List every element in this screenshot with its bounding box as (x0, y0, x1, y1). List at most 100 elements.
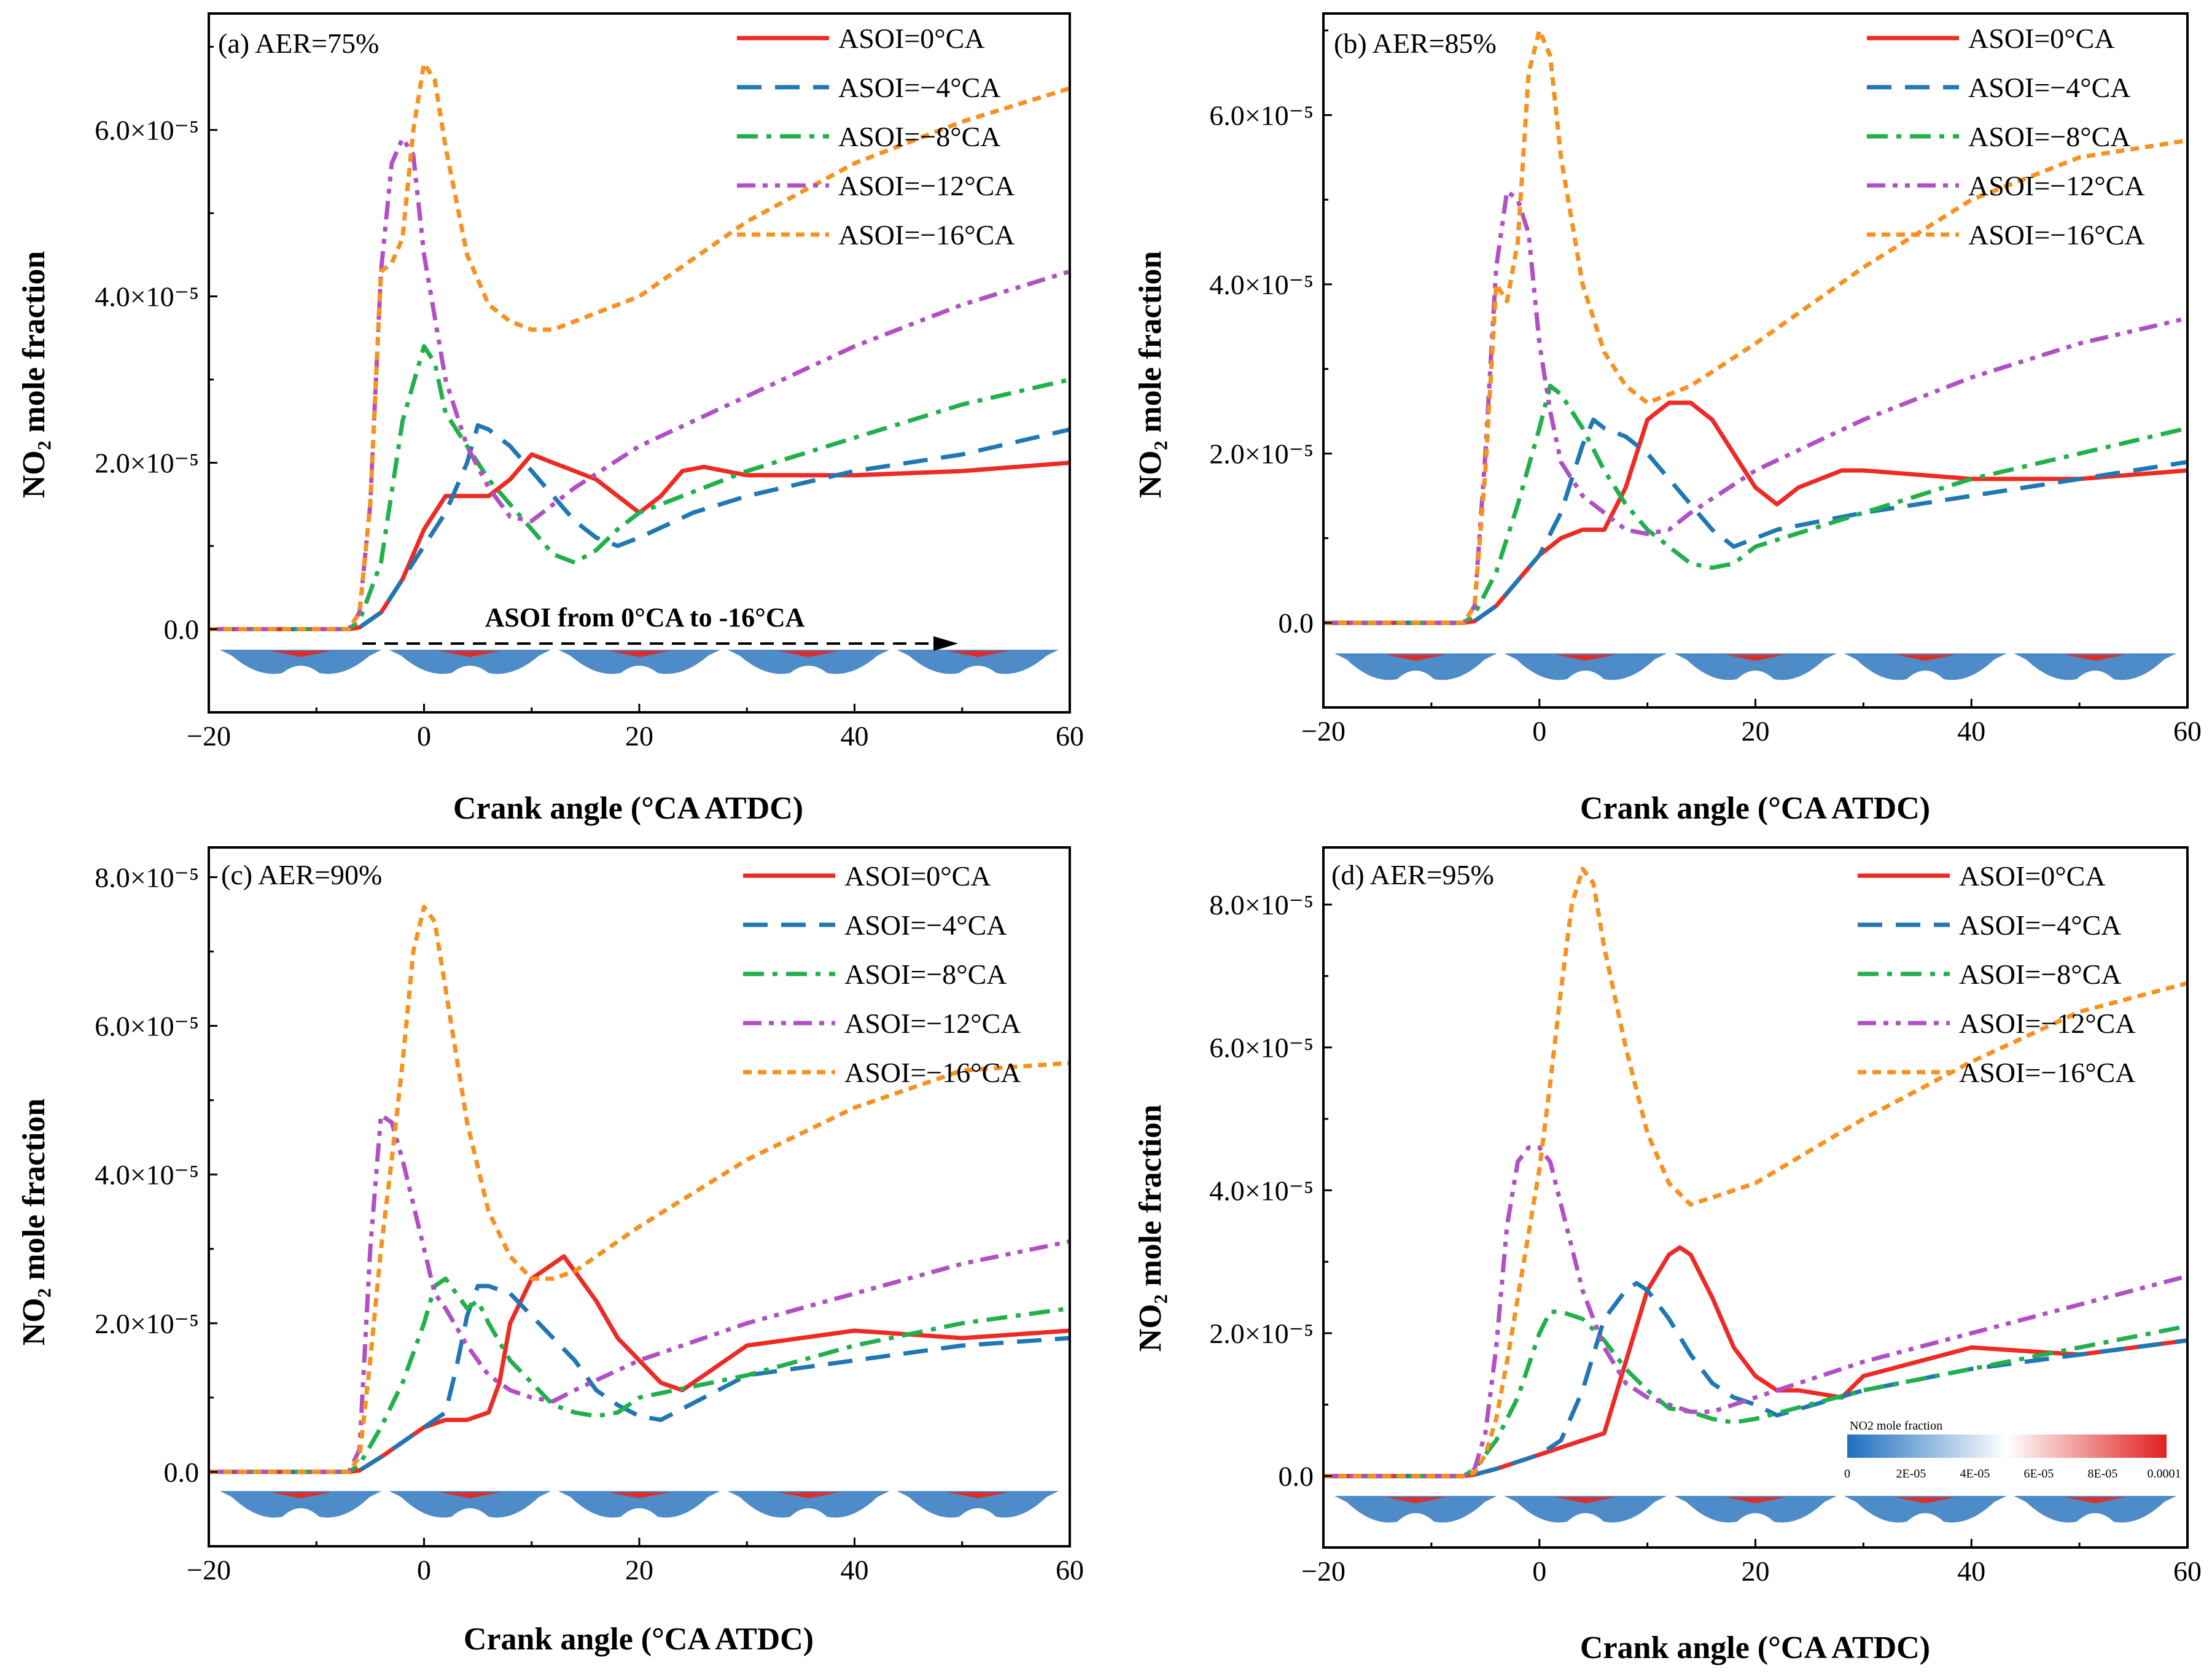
colorbar-tick-0: 0 (1844, 1467, 1850, 1481)
cfd-thumbnail-b-0 (1334, 653, 1497, 680)
colorbar-tick-1: 2E-05 (1896, 1467, 1926, 1481)
ytick-label-c-4: 8.0×10⁻⁵ (95, 862, 199, 893)
cfd-thumbnail-a-2 (558, 650, 720, 674)
panel-a-label: (a) AER=75% (218, 28, 379, 59)
xtick-label-b-2: 20 (1742, 715, 1770, 747)
asoi-annotation-text: ASOI from 0°CA to -16°CA (485, 602, 805, 633)
ytick-label-c-0: 0.0 (164, 1457, 200, 1488)
legend-label-d-1: ASOI=−4°CA (1959, 909, 2122, 941)
panel-a-plot: −20 0 20 40 60 0.0 2.0×10⁻⁵ 4.0×10⁻⁵ 6.0×10⁻⁵ (95, 12, 1084, 752)
cfd-hotspot-b-2 (1724, 655, 1786, 661)
xtick-label-c-2: 20 (625, 1554, 653, 1586)
legend-label-c-1: ASOI=−4°CA (844, 909, 1007, 941)
cfd-thumbnail-c-1 (389, 1491, 551, 1518)
cfd-hotspot-b-0 (1385, 655, 1447, 661)
panel-d-plot: −20 0 20 40 60 0.0 2.0×10⁻⁵ 4.0×10⁻⁵ 6.0×10⁻⁵ 8.0… (1209, 846, 2202, 1587)
series-line-b-4 (1323, 28, 2187, 625)
xtick-label-d-2: 20 (1742, 1555, 1770, 1587)
series-line-b-0 (1323, 400, 2187, 625)
xtick-label-b-4: 60 (2173, 715, 2202, 747)
panel-a-legend: ASOI=0°CA ASOI=−4°CA ASOI=−8°CA ASOI=−12… (737, 23, 1015, 251)
cfd-hotspot-d-0 (1385, 1497, 1447, 1503)
series-line-a-3 (209, 136, 1070, 631)
series-line-c-1 (209, 1283, 1070, 1474)
panel-d: −20 0 20 40 60 0.0 2.0×10⁻⁵ 4.0×10⁻⁵ 6.0×10⁻⁵ 8.0… (1133, 846, 2202, 1665)
cfd-thumbnail-a-4 (897, 650, 1059, 674)
cfd-hotspot-c-4 (947, 1492, 1009, 1498)
legend-label-d-0: ASOI=0°CA (1959, 860, 2106, 892)
series-line-a-4 (209, 61, 1070, 631)
panel-a: −20 0 20 40 60 0.0 2.0×10⁻⁵ 4.0×10⁻⁵ 6.0×10⁻⁵ AS… (17, 12, 1084, 826)
xtick-label-a-0: −20 (187, 720, 231, 752)
panel-b-xlabel: Crank angle (°CA ATDC) (1580, 791, 1930, 826)
cfd-thumbnail-a-3 (727, 650, 890, 674)
cfd-hotspot-c-2 (609, 1492, 670, 1498)
ytick-label-b-2: 4.0×10⁻⁵ (1209, 269, 1314, 300)
series-line-d-4 (1323, 866, 2187, 1479)
panel-d-series (1323, 866, 2187, 1479)
ytick-label-c-3: 6.0×10⁻⁵ (95, 1011, 199, 1042)
legend-label-b-1: ASOI=−4°CA (1968, 72, 2131, 103)
cfd-thumbnail-d-4 (2014, 1496, 2176, 1523)
panel-a-cfd-strip (220, 650, 1059, 674)
panel-c-plot: −20 0 20 40 60 0.0 2.0×10⁻⁵ 4.0×10⁻⁵ 6.0×10⁻⁵ 8.0… (95, 846, 1084, 1586)
xtick-label-b-0: −20 (1301, 715, 1346, 747)
xtick-label-b-3: 40 (1957, 715, 1985, 747)
xtick-label-d-3: 40 (1957, 1555, 1985, 1587)
cfd-thumbnail-b-1 (1504, 653, 1667, 680)
cfd-thumbnail-b-2 (1674, 653, 1837, 680)
xtick-label-d-4: 60 (2173, 1555, 2202, 1587)
panel-b-series (1323, 28, 2187, 625)
cfd-hotspot-a-4 (947, 651, 1009, 657)
ytick-label-a-1: 2.0×10⁻⁵ (95, 448, 199, 479)
xtick-label-a-3: 40 (841, 720, 869, 752)
ytick-label-b-0: 0.0 (1279, 607, 1314, 639)
ytick-label-d-4: 8.0×10⁻⁵ (1209, 889, 1314, 921)
cfd-hotspot-d-2 (1724, 1497, 1786, 1503)
series-line-d-1 (1323, 1281, 2187, 1479)
cfd-thumbnail-c-3 (727, 1491, 890, 1518)
panel-a-series (209, 61, 1070, 631)
legend-label-b-0: ASOI=0°CA (1968, 23, 2115, 54)
legend-label-b-3: ASOI=−12°CA (1968, 170, 2145, 201)
ytick-label-c-2: 4.0×10⁻⁵ (95, 1159, 199, 1191)
legend-label-a-0: ASOI=0°CA (838, 23, 985, 54)
panel-d-label: (d) AER=95% (1331, 859, 1494, 890)
panel-c-ylabel: NO₂ mole fraction (17, 1099, 52, 1346)
legend-label-d-4: ASOI=−16°CA (1959, 1057, 2136, 1088)
xtick-label-c-0: −20 (187, 1554, 231, 1586)
cfd-thumbnail-b-3 (1844, 653, 2007, 680)
cfd-thumbnail-b-4 (2014, 653, 2176, 680)
panel-b-ylabel: NO₂ mole fraction (1133, 251, 1168, 499)
asoi-annotation-arrowhead (933, 636, 958, 651)
series-line-b-1 (1323, 418, 2187, 625)
panel-c-label: (c) AER=90% (221, 859, 382, 890)
colorbar-tick-4: 8E-05 (2088, 1467, 2118, 1481)
cfd-thumbnail-a-1 (389, 650, 551, 674)
panel-b-plot: −20 0 20 40 60 0.0 2.0×10⁻⁵ 4.0×10⁻⁵ 6.0×10⁻⁵ (1209, 12, 2202, 747)
legend-label-a-1: ASOI=−4°CA (838, 72, 1001, 103)
colorbar: NO2 mole fraction 0 2E-05 4E-05 6E-05 8E… (1844, 1419, 2181, 1481)
colorbar-gradient (1847, 1435, 2167, 1458)
ytick-label-a-0: 0.0 (164, 614, 200, 645)
panel-d-legend: ASOI=0°CA ASOI=−4°CA ASOI=−8°CA ASOI=−12… (1858, 860, 2136, 1088)
series-line-d-2 (1323, 1309, 2187, 1479)
ytick-label-a-2: 4.0×10⁻⁵ (95, 281, 199, 313)
panel-b-cfd-strip (1334, 653, 2176, 680)
ytick-label-d-2: 4.0×10⁻⁵ (1209, 1175, 1314, 1206)
xtick-label-c-3: 40 (841, 1554, 869, 1586)
panel-c-xlabel: Crank angle (°CA ATDC) (464, 1622, 814, 1657)
cfd-hotspot-b-4 (2064, 655, 2126, 661)
colorbar-tick-2: 4E-05 (1960, 1467, 1990, 1481)
panel-d-cfd-strip (1334, 1496, 2176, 1523)
xtick-label-a-2: 20 (625, 720, 653, 752)
ytick-label-b-1: 2.0×10⁻⁵ (1209, 438, 1314, 470)
series-line-d-3 (1323, 1145, 2187, 1479)
panel-c: −20 0 20 40 60 0.0 2.0×10⁻⁵ 4.0×10⁻⁵ 6.0×10⁻⁵ 8.0… (17, 846, 1084, 1657)
colorbar-tick-5: 0.0001 (2148, 1467, 2181, 1481)
xtick-label-d-0: −20 (1301, 1555, 1346, 1587)
series-line-c-2 (209, 1276, 1070, 1474)
cfd-hotspot-d-4 (2064, 1497, 2126, 1503)
cfd-hotspot-a-2 (609, 651, 670, 657)
